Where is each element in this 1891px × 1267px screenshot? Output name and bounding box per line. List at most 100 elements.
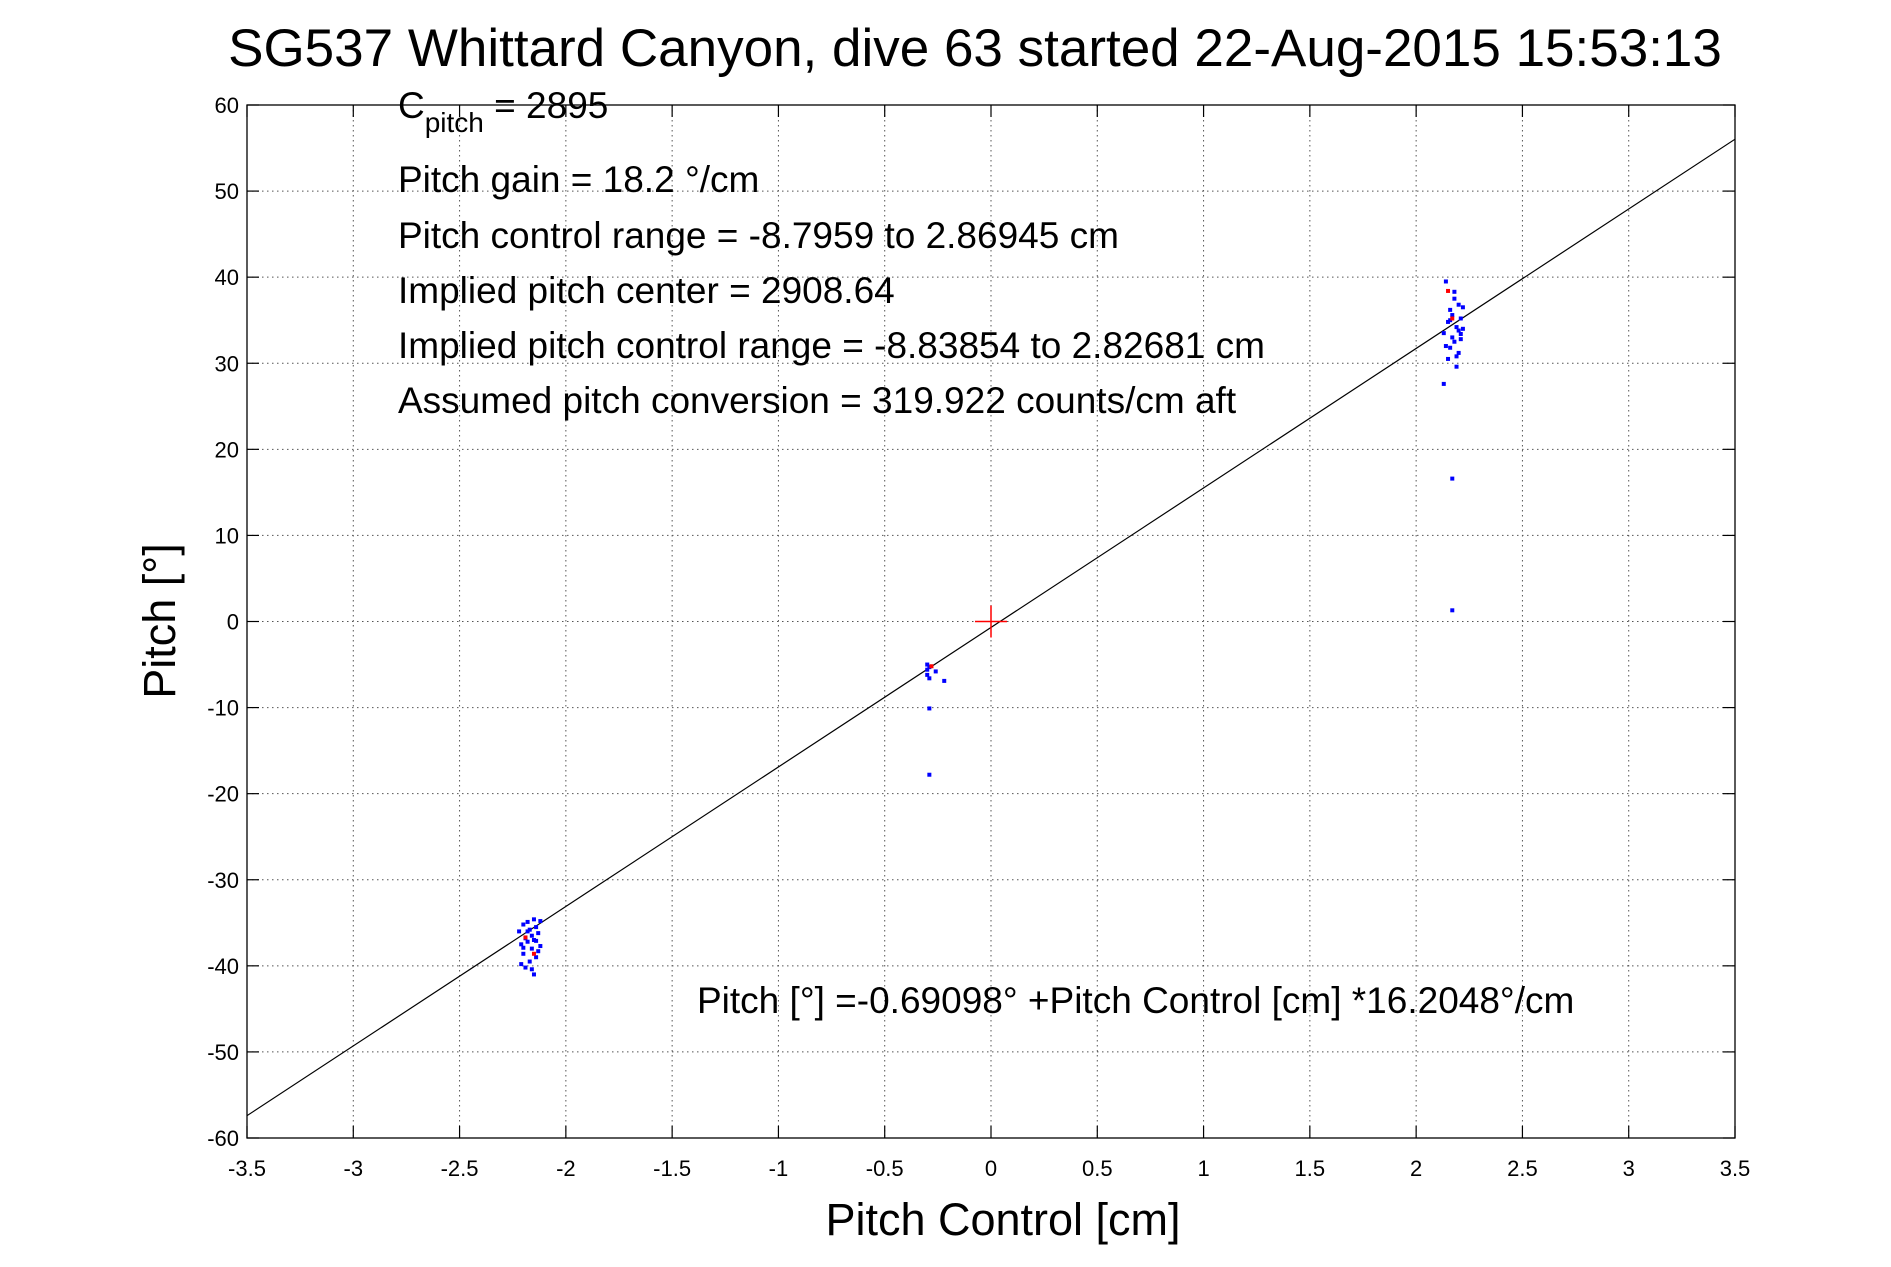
data-point: [927, 772, 932, 777]
y-tick-label: 10: [215, 523, 239, 548]
data-point: [521, 945, 526, 950]
x-tick-label: 3.5: [1720, 1156, 1751, 1181]
data-point: [1452, 289, 1457, 294]
x-tick-label: -3: [344, 1156, 364, 1181]
data-point: [942, 678, 947, 683]
chart-title: SG537 Whittard Canyon, dive 63 started 2…: [228, 19, 1722, 78]
data-point: [927, 706, 932, 711]
x-axis-label: Pitch Control [cm]: [825, 1194, 1180, 1245]
data-point: [1450, 608, 1455, 613]
x-tick-label: -0.5: [866, 1156, 904, 1181]
data-point: [1458, 331, 1463, 336]
data-point: [1458, 337, 1463, 342]
x-tick-label: 1: [1197, 1156, 1209, 1181]
data-point: [1448, 318, 1453, 323]
data-point: [1458, 316, 1463, 321]
data-point: [1446, 356, 1451, 361]
data-point: [529, 946, 534, 951]
data-point: [1456, 302, 1461, 307]
y-tick-label: 0: [227, 610, 239, 635]
annotation-line: Implied pitch control range = -8.83854 t…: [398, 325, 1265, 366]
data-point: [525, 939, 530, 944]
x-tick-label: 3: [1623, 1156, 1635, 1181]
y-tick-label: -10: [207, 696, 239, 721]
x-tick-label: -3.5: [228, 1156, 266, 1181]
x-tick-label: -2.5: [441, 1156, 479, 1181]
data-point: [529, 933, 534, 938]
grid: [247, 105, 1735, 1138]
data-point: [1448, 307, 1453, 312]
annotation-line: Pitch gain = 18.2 °/cm: [398, 159, 759, 200]
data-point: [927, 676, 932, 681]
data-point: [527, 927, 532, 932]
y-tick-label: -40: [207, 954, 239, 979]
y-tick-label: 60: [215, 93, 239, 118]
data-point: [534, 938, 539, 943]
data-point: [525, 929, 530, 934]
data-point: [1446, 319, 1451, 324]
data-point: [1441, 381, 1446, 386]
data-point: [1450, 316, 1455, 321]
data-point: [525, 919, 530, 924]
x-tick-label: 2: [1410, 1156, 1422, 1181]
data-point: [536, 949, 541, 954]
y-tick-label: -60: [207, 1126, 239, 1151]
x-tick-label: 0: [985, 1156, 997, 1181]
data-point: [1454, 364, 1459, 369]
data-point: [531, 951, 536, 956]
x-tick-label: 1.5: [1295, 1156, 1326, 1181]
data-point: [1450, 313, 1455, 318]
data-point: [927, 665, 932, 670]
data-point: [1443, 344, 1448, 349]
annotation-line: Pitch control range = -8.7959 to 2.86945…: [398, 215, 1119, 256]
annotation-line: Assumed pitch conversion = 319.922 count…: [398, 380, 1237, 421]
data-point: [925, 672, 930, 677]
data-point: [531, 938, 536, 943]
x-tick-label: -2: [556, 1156, 576, 1181]
data-point: [534, 925, 539, 930]
data-point: [519, 942, 524, 947]
data-point: [1456, 350, 1461, 355]
data-point: [531, 917, 536, 922]
x-tick-label: -1: [769, 1156, 789, 1181]
y-tick-label: -20: [207, 782, 239, 807]
data-point: [523, 935, 528, 940]
data-point: [1450, 335, 1455, 340]
data-point: [1456, 328, 1461, 333]
data-point: [1454, 354, 1459, 359]
y-tick-label: 50: [215, 179, 239, 204]
c-pitch-annotation: Cpitch = 2895: [398, 85, 608, 138]
data-point: [1452, 339, 1457, 344]
data-point: [1460, 326, 1465, 331]
data-point: [519, 962, 524, 967]
data-point: [521, 922, 526, 927]
x-tick-label: -1.5: [653, 1156, 691, 1181]
data-point: [529, 967, 534, 972]
data-point: [536, 931, 541, 936]
x-tick-labels: -3.5 -3 -2.5 -2 -1.5 -1 -0.5 0 0.5 1 1.5 2 2.5 3 3.5: [228, 1156, 1750, 1181]
y-tick-label: -30: [207, 868, 239, 893]
data-point: [1450, 476, 1455, 481]
data-point: [929, 664, 934, 669]
c-pitch-main: C: [398, 85, 425, 126]
y-tick-labels: -60 -50 -40 -30 -20 -10 0 10 20 30 40 50 60: [207, 93, 239, 1151]
data-point: [1452, 296, 1457, 301]
data-point: [521, 951, 526, 956]
y-tick-label: 40: [215, 265, 239, 290]
data-point: [1460, 305, 1465, 310]
y-tick-label: -50: [207, 1040, 239, 1065]
data-point: [1448, 345, 1453, 350]
data-point: [925, 662, 930, 667]
data-point: [1443, 279, 1448, 284]
data-point: [523, 965, 528, 970]
data-point: [517, 929, 522, 934]
x-tick-label: 0.5: [1082, 1156, 1113, 1181]
x-tick-label: 2.5: [1507, 1156, 1538, 1181]
data-point: [925, 667, 930, 672]
y-tick-label: 30: [215, 351, 239, 376]
annotation-block: Cpitch = 2895 Pitch gain = 18.2 °/cm Pit…: [398, 85, 1265, 421]
data-point: [531, 972, 536, 977]
data-points: [517, 279, 1465, 977]
data-point: [534, 955, 539, 960]
